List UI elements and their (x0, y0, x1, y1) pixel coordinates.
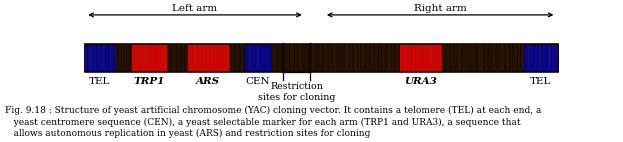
Text: Restriction
sites for cloning: Restriction sites for cloning (258, 82, 335, 102)
Text: TEL: TEL (530, 77, 551, 86)
Bar (244, 44, 271, 71)
Text: CEN: CEN (245, 77, 270, 86)
Bar (399, 44, 442, 71)
Text: Fig. 9.18 : Structure of yeast artificial chromosome (YAC) cloning vector. It co: Fig. 9.18 : Structure of yeast artificia… (5, 106, 541, 138)
Text: TRP1: TRP1 (133, 77, 164, 86)
Text: TEL: TEL (89, 77, 110, 86)
Bar (84, 44, 115, 71)
Text: ARS: ARS (196, 77, 220, 86)
Text: Left arm: Left arm (173, 5, 217, 13)
Text: URA3: URA3 (404, 77, 437, 86)
Bar (187, 44, 229, 71)
Bar (131, 44, 167, 71)
Text: Right arm: Right arm (414, 5, 467, 13)
Bar (523, 44, 558, 71)
Bar (84, 43, 558, 72)
